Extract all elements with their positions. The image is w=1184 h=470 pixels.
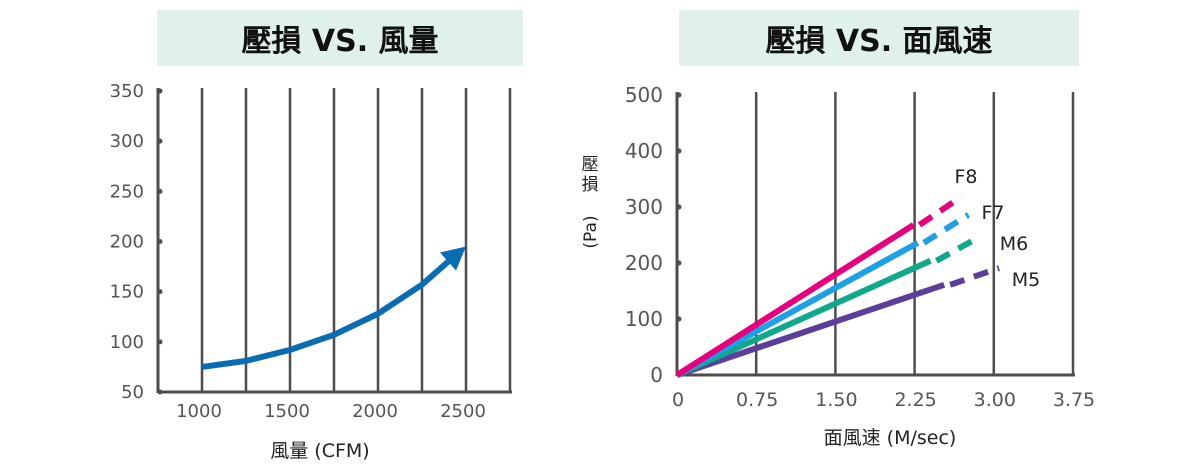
series-F8-dashed bbox=[917, 194, 963, 228]
y-tick-mark bbox=[676, 260, 682, 266]
y-axis-label-char: 壓 bbox=[582, 155, 599, 175]
y-tick-mark bbox=[157, 339, 163, 345]
y-tick-label: 150 bbox=[110, 282, 144, 303]
series-M6-dashed bbox=[934, 234, 981, 264]
y-tick-label: 300 bbox=[625, 195, 663, 219]
y-tick-mark bbox=[157, 188, 163, 194]
trend-curve bbox=[201, 254, 456, 370]
x-tick-label: 2500 bbox=[440, 401, 486, 422]
x-tick-label: 3.75 bbox=[1053, 389, 1095, 411]
x-axis-label: 面風速 (M/sec) bbox=[824, 427, 957, 449]
series-label-F7: F7 bbox=[981, 202, 1004, 224]
arrowhead bbox=[440, 246, 466, 271]
x-axis-label: 風量 (CFM) bbox=[270, 440, 369, 462]
y-tick-mark bbox=[157, 289, 163, 295]
x-tick-label: 3.00 bbox=[974, 389, 1016, 411]
x-tick-label: 2.25 bbox=[894, 389, 936, 411]
y-tick-label: 400 bbox=[625, 139, 663, 163]
x-tick-label: 1500 bbox=[264, 401, 310, 422]
y-tick-label: 500 bbox=[625, 83, 663, 107]
series-F7-dashed bbox=[922, 212, 971, 246]
y-tick-label: 250 bbox=[110, 181, 144, 202]
y-tick-label: 200 bbox=[110, 232, 144, 253]
y-tick-mark bbox=[157, 138, 163, 144]
y-tick-label: 300 bbox=[110, 131, 144, 152]
right-chart-title: 壓損 VS. 面風速 bbox=[679, 10, 1079, 66]
x-tick-label: 0 bbox=[672, 389, 684, 411]
left-chart-title: 壓損 VS. 風量 bbox=[157, 10, 523, 66]
y-tick-label: 350 bbox=[110, 81, 144, 102]
series-label-M5: M5 bbox=[1012, 269, 1040, 291]
y-tick-label: 100 bbox=[625, 307, 663, 331]
series-F8-solid bbox=[675, 222, 916, 378]
y-tick-label: 50 bbox=[121, 382, 144, 403]
y-tick-label: 200 bbox=[625, 251, 663, 275]
x-tick-label: 0.75 bbox=[736, 389, 778, 411]
y-tick-mark bbox=[157, 239, 163, 244]
y-axis-label-char: 損 bbox=[582, 175, 599, 195]
y-tick-label: 0 bbox=[650, 363, 663, 387]
y-tick-mark bbox=[676, 148, 682, 154]
y-tick-mark bbox=[676, 316, 682, 322]
x-tick-label: 2000 bbox=[352, 401, 398, 422]
y-tick-mark bbox=[676, 92, 682, 98]
y-axis-label-unit: (Pa) bbox=[581, 215, 601, 248]
series-M5-solid bbox=[676, 281, 946, 378]
y-tick-mark bbox=[676, 204, 682, 210]
series-M6-solid bbox=[675, 258, 932, 378]
y-tick-label: 100 bbox=[110, 332, 144, 353]
series-label-F8: F8 bbox=[954, 166, 977, 188]
y-tick-mark bbox=[157, 88, 163, 94]
x-tick-label: 1.50 bbox=[815, 389, 857, 411]
series-label-M6: M6 bbox=[1000, 233, 1028, 255]
series-M5-dashed bbox=[949, 265, 1001, 288]
x-tick-label: 1000 bbox=[176, 401, 222, 422]
y-tick-mark bbox=[157, 389, 163, 395]
